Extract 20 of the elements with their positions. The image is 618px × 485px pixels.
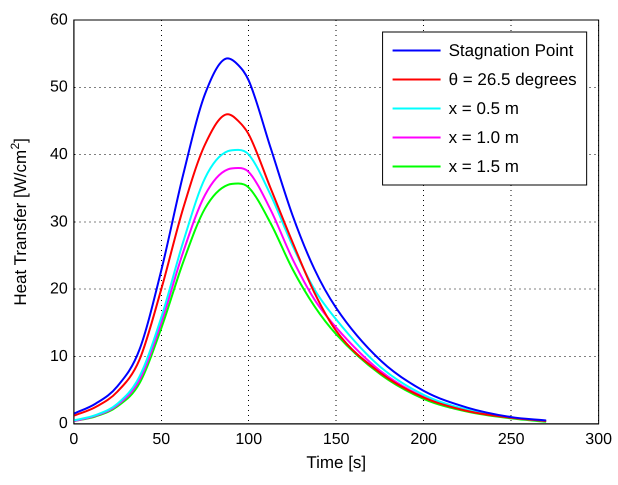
y-tick-label: 50 [50,78,68,96]
legend-label: x = 1.5 m [448,157,519,176]
x-tick-label: 150 [322,430,350,448]
legend-label: x = 0.5 m [448,99,519,118]
x-axis-title: Time [s] [306,452,366,472]
x-tick-label: 50 [152,430,170,448]
legend-label: θ = 26.5 degrees [448,70,577,90]
legend-label: Stagnation Point [448,41,574,60]
y-tick-label: 10 [50,348,68,365]
y-tick-label: 40 [50,146,68,164]
x-tick-label: 100 [235,430,262,448]
x-tick-label: 250 [498,430,525,448]
y-tick-label: 20 [50,280,68,298]
x-tick-label: 200 [410,430,438,448]
y-tick-label: 0 [58,415,68,432]
legend-label: x = 1.0 m [448,128,519,148]
y-axis-title: Heat Transfer [W/cm2] [8,138,30,306]
y-tick-label: 60 [50,11,68,28]
y-tick-label: 30 [50,213,68,230]
x-tick-label: 300 [585,430,612,448]
